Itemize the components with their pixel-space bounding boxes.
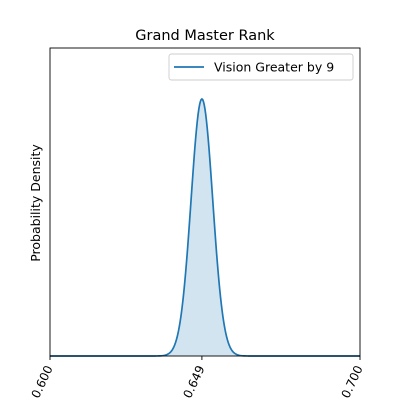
legend: Vision Greater by 9 [168, 53, 354, 81]
chart-title: Grand Master Rank [135, 28, 275, 44]
legend-label: Vision Greater by 9 [214, 60, 334, 75]
y-axis-label: Probability Density [28, 144, 43, 262]
legend-box [168, 53, 354, 81]
density-area [50, 99, 360, 356]
plot-frame [49, 47, 361, 357]
